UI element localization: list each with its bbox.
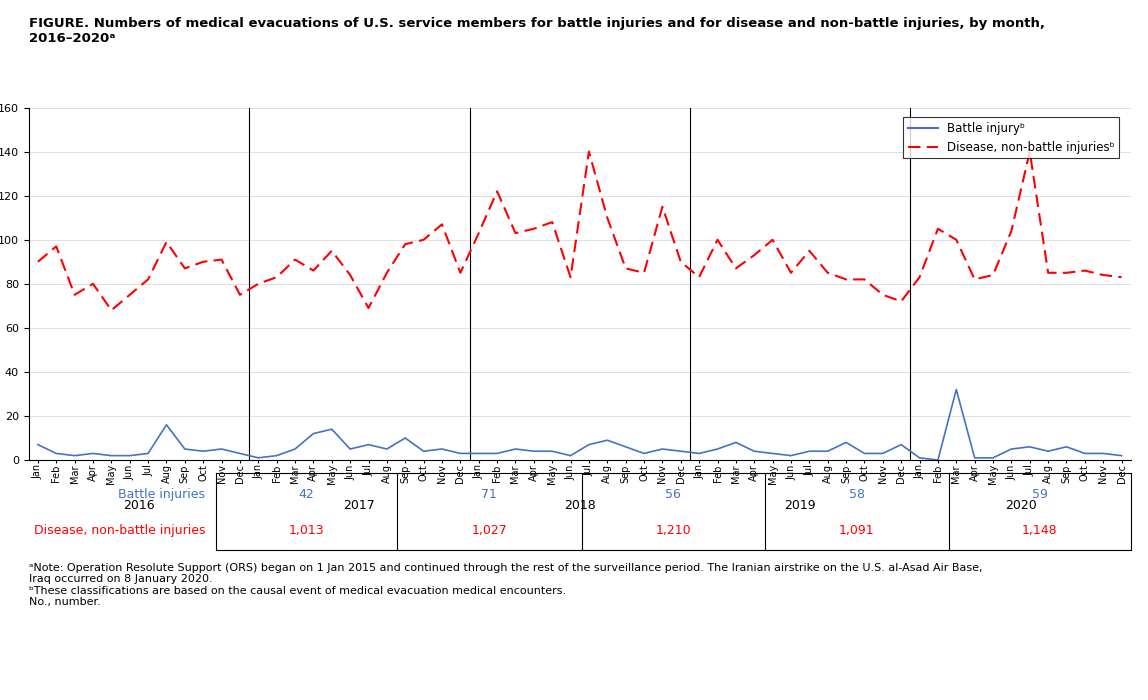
Text: 1,210: 1,210 <box>656 524 691 537</box>
Text: 42: 42 <box>298 488 315 500</box>
Text: 2016: 2016 <box>123 499 155 512</box>
Text: ᵃNote: Operation Resolute Support (ORS) began on 1 Jan 2015 and continued throug: ᵃNote: Operation Resolute Support (ORS) … <box>29 563 983 608</box>
Text: 2020: 2020 <box>1004 499 1037 512</box>
Text: 1,027: 1,027 <box>472 524 507 537</box>
Legend: Battle injuryᵇ, Disease, non-battle injuriesᵇ: Battle injuryᵇ, Disease, non-battle inju… <box>903 117 1119 158</box>
Text: 56: 56 <box>666 488 682 500</box>
Text: 2018: 2018 <box>564 499 596 512</box>
Text: 1,091: 1,091 <box>839 524 875 537</box>
Text: Disease, non-battle injuries: Disease, non-battle injuries <box>33 524 205 537</box>
Text: 58: 58 <box>848 488 864 500</box>
Text: 1,013: 1,013 <box>288 524 324 537</box>
Text: 2017: 2017 <box>343 499 375 512</box>
Text: 59: 59 <box>1032 488 1048 500</box>
Text: Battle injuries: Battle injuries <box>118 488 205 500</box>
Text: 2019: 2019 <box>784 499 816 512</box>
Text: 1,148: 1,148 <box>1022 524 1057 537</box>
Text: FIGURE. Numbers of medical evacuations of U.S. service members for battle injuri: FIGURE. Numbers of medical evacuations o… <box>29 18 1045 46</box>
Text: 71: 71 <box>481 488 497 500</box>
